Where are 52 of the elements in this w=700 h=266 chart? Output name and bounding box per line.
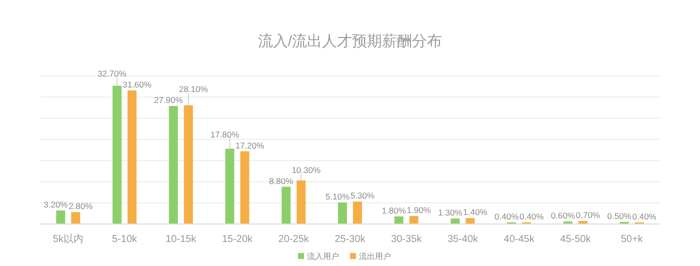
x-tick-label: 10-15k [166, 234, 198, 245]
legend-label: 流入用户 [307, 252, 339, 261]
x-tick-label: 35-40k [447, 234, 480, 245]
data-label: 0.50% [607, 210, 632, 221]
bar [296, 180, 306, 224]
x-tick-label: 30-35k [391, 234, 423, 245]
x-tick-label: 25-30k [334, 234, 366, 245]
data-label: 17.20% [235, 140, 265, 150]
bar [240, 151, 250, 224]
data-label: 5.10% [325, 191, 350, 202]
bar [338, 202, 347, 224]
legend-label: 流出用户 [359, 252, 391, 261]
data-label: 0.40% [632, 211, 657, 222]
data-label: 0.40% [520, 211, 544, 222]
x-tick-label: 15-20k [222, 234, 254, 245]
bar [112, 86, 122, 224]
bar [353, 202, 362, 224]
bar [128, 90, 137, 224]
data-label: 0.40% [494, 211, 520, 222]
data-label: 17.80% [210, 129, 240, 140]
data-label: 1.40% [463, 207, 488, 218]
data-label: 0.60% [550, 210, 576, 220]
data-label: 10.30% [292, 164, 321, 175]
bar [466, 218, 475, 224]
data-label: 8.80% [269, 176, 294, 186]
data-label: 27.90% [154, 95, 184, 106]
data-label: 0.70% [576, 210, 600, 220]
x-tick-label: 5-10k [112, 234, 138, 245]
x-tick-label: 40-45k [504, 234, 536, 245]
data-label: 3.20% [44, 199, 68, 210]
x-tick-label: 5k以内 [52, 233, 84, 245]
data-label: 31.60% [122, 79, 152, 90]
bar [71, 212, 80, 224]
bar [394, 216, 404, 224]
data-label: 28.10% [178, 84, 208, 94]
x-tick-label: 45-50k [560, 234, 592, 245]
bar [56, 210, 66, 224]
bar [225, 148, 234, 224]
data-label: 1.80% [382, 205, 406, 216]
bar [168, 106, 178, 224]
x-tick-label: 50+k [620, 234, 644, 245]
bar [450, 218, 460, 224]
data-label: 5.30% [350, 190, 375, 201]
bar [184, 105, 193, 224]
data-label: 2.80% [68, 201, 94, 212]
data-label: 1.30% [438, 208, 463, 218]
bar [409, 216, 418, 224]
x-tick-label: 20-25k [278, 234, 310, 245]
bar [282, 186, 291, 224]
chart-title: 流入/流出人才预期薪酬分布 [258, 33, 442, 50]
data-label: 1.90% [406, 204, 432, 215]
data-label: 32.70% [98, 68, 127, 78]
